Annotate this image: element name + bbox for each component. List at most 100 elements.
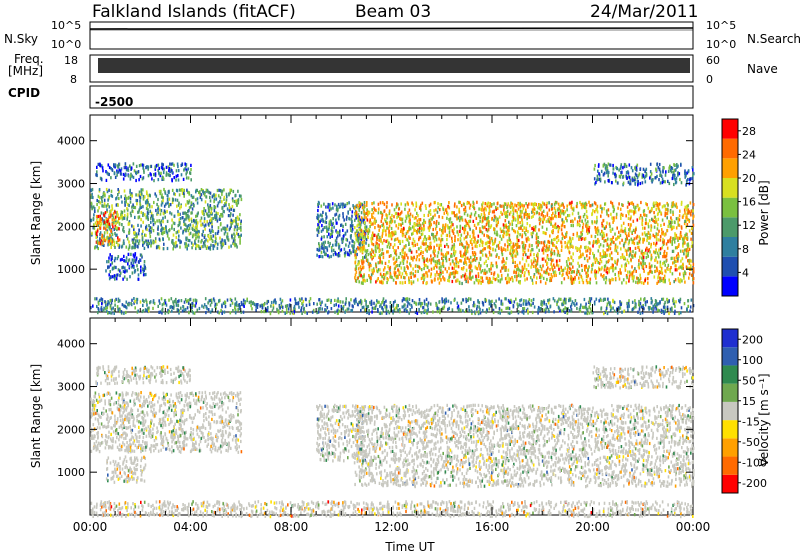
echo-cell [614,172,616,176]
echo-cell [613,267,615,271]
echo-cell [171,188,174,192]
echo-cell [115,203,118,207]
echo-cell [369,218,371,222]
echo-cell [574,275,576,280]
echo-cell [480,213,483,217]
echo-cell [376,237,378,242]
echo-cell [686,171,689,175]
echo-cell [472,200,474,204]
echo-cell [495,224,498,228]
echo-cell [634,228,637,232]
echo-cell [317,229,320,233]
echo-cell [165,225,167,229]
echo-cell [660,278,663,283]
echo-cell [422,250,424,255]
echo-cell [679,249,682,253]
echo-cell [139,258,141,262]
echo-cell [655,249,657,253]
echo-cell [204,244,206,248]
echo-cell [210,234,212,239]
echo-cell [484,247,486,251]
echo-cell [209,221,212,225]
echo-cell [413,226,415,230]
echo-cell [131,238,134,242]
echo-cell [564,245,567,249]
echo-cell [394,271,397,275]
echo-cell [504,277,507,281]
echo-cell [575,272,578,277]
echo-cell [538,212,540,216]
echo-cell [385,205,388,209]
echo-cell [561,220,564,224]
echo-cell [685,183,687,187]
echo-cell [318,255,320,259]
echo-cell [398,264,401,268]
echo-cell [625,249,628,253]
echo-cell [112,266,115,270]
echo-cell [545,219,548,223]
echo-cell [641,232,644,236]
echo-cell [488,208,491,212]
echo-cell [134,215,136,219]
echo-cell [323,250,326,254]
echo-cell [466,246,469,250]
echo-cell [132,175,135,179]
echo-cell [140,265,142,269]
echo-cell [145,226,147,230]
echo-cell [110,242,112,246]
echo-cell [453,214,456,218]
echo-cell [184,245,187,249]
echo-cell [117,213,119,217]
echo-cell [379,268,381,272]
echo-cell [119,273,121,278]
echo-cell [602,224,605,228]
echo-cell [371,202,373,206]
echo-cell [416,255,418,259]
echo-cell [638,262,640,266]
echo-cell [223,188,225,192]
echo-cell [177,209,179,214]
echo-cell [634,172,637,176]
echo-cell [672,174,674,178]
echo-cell [112,225,114,229]
echo-cell [392,278,395,282]
echo-cell [407,211,409,215]
echo-cell [659,276,661,280]
echo-cell [412,237,415,241]
echo-cell [129,193,132,197]
echo-cell [692,216,694,220]
echo-cell [205,246,208,250]
echo-cell [100,217,102,221]
echo-cell [408,241,410,245]
echo-cell [354,251,357,256]
echo-cell [386,245,389,249]
echo-cell [402,275,405,280]
echo-cell [481,216,484,220]
echo-cell [444,267,447,271]
echo-cell [572,232,575,237]
echo-cell [388,229,390,233]
echo-cell [662,242,665,247]
echo-cell [623,241,626,245]
echo-cell [128,222,131,226]
echo-cell [324,220,326,224]
echo-cell [628,175,631,180]
echo-cell [428,226,431,230]
echo-cell [352,249,354,254]
echo-cell [186,170,188,174]
echo-cell [570,262,573,266]
echo-cell [388,254,391,258]
echo-cell [479,256,482,260]
echo-cell [515,278,518,282]
echo-cell [564,210,567,214]
echo-cell [372,255,374,260]
echo-cell [404,251,406,255]
echo-cell [363,232,366,236]
echo-cell [337,202,340,207]
echo-cell [645,171,648,175]
echo-cell [112,212,115,216]
echo-cell [103,231,106,235]
echo-cell [371,231,374,235]
echo-cell [468,206,471,210]
echo-cell [485,276,488,280]
